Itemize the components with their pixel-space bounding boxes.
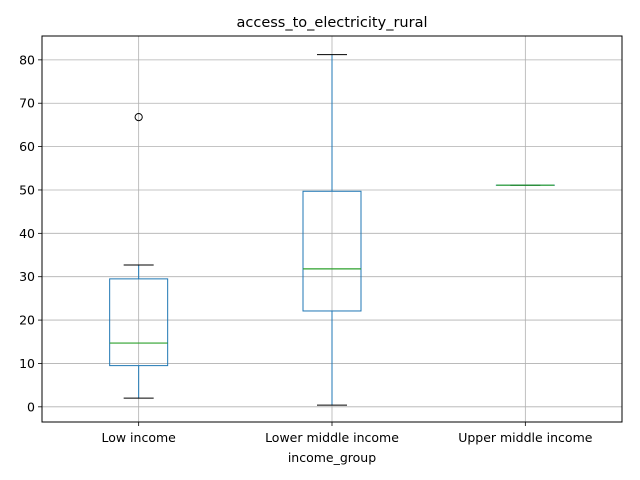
x-axis-label: income_group [288, 450, 376, 465]
axis-ticks: 0 10 20 30 40 50 60 70 80 Low income Lower middle … [19, 52, 593, 445]
outlier-point [134, 113, 143, 122]
y-tick-label: 0 [27, 399, 35, 414]
y-tick-label: 40 [19, 226, 35, 241]
box-series [109, 54, 555, 406]
x-tick-label: Upper middle income [458, 430, 593, 445]
y-tick-label: 50 [19, 182, 35, 197]
y-tick-label: 10 [19, 356, 35, 371]
x-tick-label: Low income [101, 430, 176, 445]
box-0 [109, 113, 169, 399]
iqr-box [109, 278, 169, 367]
chart-title: access_to_electricity_rural [237, 15, 428, 31]
x-tick-label: Lower middle income [265, 430, 399, 445]
y-tick-label: 70 [19, 96, 35, 111]
y-tick-label: 20 [19, 313, 35, 328]
y-tick-label: 30 [19, 269, 35, 284]
y-tick-label: 80 [19, 52, 35, 67]
iqr-box [302, 190, 362, 312]
box-1 [302, 54, 362, 406]
plot-area-frame [41, 35, 623, 423]
y-tick-label: 60 [19, 139, 35, 154]
